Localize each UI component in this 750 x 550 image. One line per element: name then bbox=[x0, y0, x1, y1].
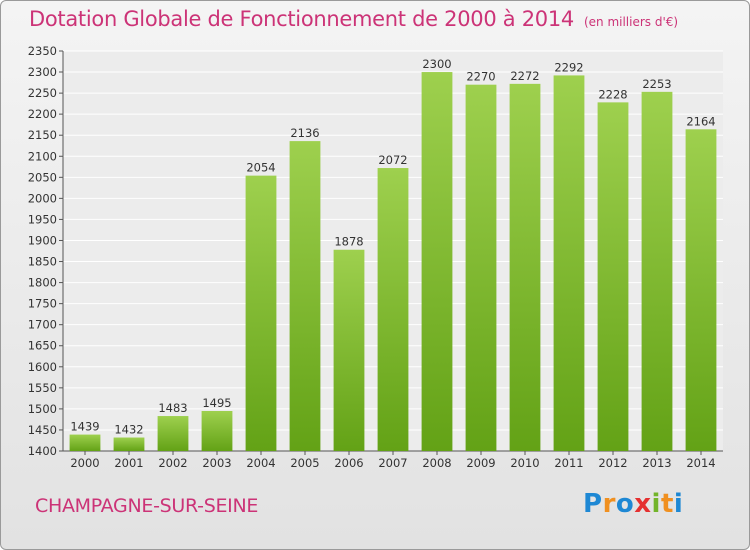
y-tick-label: 2100 bbox=[28, 149, 57, 163]
y-tick-label: 1750 bbox=[28, 297, 57, 311]
y-tick-label: 1800 bbox=[28, 276, 57, 290]
data-label: 2072 bbox=[378, 153, 407, 167]
y-tick-label: 2200 bbox=[28, 107, 57, 121]
y-tick-label: 2000 bbox=[28, 191, 57, 205]
bar-2011 bbox=[553, 75, 585, 451]
x-tick-label: 2011 bbox=[554, 456, 583, 470]
y-tick-label: 2150 bbox=[28, 128, 57, 142]
x-tick-label: 2012 bbox=[598, 456, 627, 470]
bar-2001 bbox=[113, 437, 145, 451]
x-tick-label: 2004 bbox=[246, 456, 275, 470]
x-tick-label: 2014 bbox=[686, 456, 715, 470]
bar-2008 bbox=[421, 72, 453, 451]
x-tick-label: 2005 bbox=[290, 456, 319, 470]
data-label: 1432 bbox=[114, 423, 143, 437]
data-label: 1878 bbox=[334, 235, 363, 249]
x-tick-label: 2000 bbox=[70, 456, 99, 470]
bar-2007 bbox=[377, 168, 409, 452]
y-tick-label: 1550 bbox=[28, 381, 57, 395]
logo-letter: P bbox=[583, 489, 603, 519]
chart-title: Dotation Globale de Fonctionnement de 20… bbox=[29, 7, 678, 31]
y-tick-label: 2250 bbox=[28, 86, 57, 100]
commune-name: CHAMPAGNE-SUR-SEINE bbox=[35, 495, 259, 517]
bar-2004 bbox=[245, 175, 277, 451]
x-tick-label: 2003 bbox=[202, 456, 231, 470]
chart-title-text: Dotation Globale de Fonctionnement de 20… bbox=[29, 7, 574, 31]
x-tick-label: 2001 bbox=[114, 456, 143, 470]
y-tick-label: 1850 bbox=[28, 255, 57, 269]
bar-2012 bbox=[597, 102, 629, 452]
data-label: 2164 bbox=[686, 114, 715, 128]
bar-2002 bbox=[157, 416, 189, 451]
proxiti-logo: Proxiti bbox=[583, 489, 683, 519]
data-label: 2270 bbox=[466, 70, 495, 84]
bar-2010 bbox=[509, 83, 541, 451]
bar-2000 bbox=[69, 434, 101, 451]
data-label: 1439 bbox=[70, 420, 99, 434]
y-tick-label: 1600 bbox=[28, 360, 57, 374]
data-label: 2300 bbox=[422, 57, 451, 71]
logo-letter: o bbox=[615, 489, 635, 519]
y-tick-label: 2300 bbox=[28, 65, 57, 79]
y-tick-label: 1500 bbox=[28, 402, 57, 416]
data-label: 1495 bbox=[202, 396, 231, 410]
y-tick-label: 1400 bbox=[28, 444, 57, 458]
x-tick-label: 2007 bbox=[378, 456, 407, 470]
logo-letter: t bbox=[660, 489, 674, 519]
y-tick-label: 1700 bbox=[28, 318, 57, 332]
logo-letter: i bbox=[651, 489, 661, 519]
x-tick-label: 2010 bbox=[510, 456, 539, 470]
bar-2013 bbox=[641, 91, 673, 451]
bar-2006 bbox=[333, 249, 365, 451]
data-label: 1483 bbox=[158, 401, 187, 415]
bar-2009 bbox=[465, 84, 497, 452]
x-tick-label: 2002 bbox=[158, 456, 187, 470]
bar-2005 bbox=[289, 141, 321, 451]
data-label: 2054 bbox=[246, 161, 275, 175]
data-label: 2272 bbox=[510, 69, 539, 83]
logo-letter: r bbox=[602, 489, 616, 519]
y-tick-label: 1450 bbox=[28, 423, 57, 437]
data-label: 2292 bbox=[554, 60, 583, 74]
data-label: 2136 bbox=[290, 126, 319, 140]
data-label: 2228 bbox=[598, 87, 627, 101]
logo-letter: i bbox=[673, 489, 684, 519]
logo-letter: x bbox=[634, 489, 652, 519]
unit-note: (en milliers d'€) bbox=[583, 15, 679, 29]
bar-2014 bbox=[685, 129, 717, 451]
x-tick-label: 2006 bbox=[334, 456, 363, 470]
x-tick-label: 2008 bbox=[422, 456, 451, 470]
x-tick-label: 2013 bbox=[642, 456, 671, 470]
bar-2003 bbox=[201, 411, 233, 451]
x-tick-label: 2009 bbox=[466, 456, 495, 470]
y-tick-label: 1900 bbox=[28, 233, 57, 247]
y-tick-label: 2050 bbox=[28, 170, 57, 184]
y-tick-label: 2350 bbox=[28, 44, 57, 58]
data-label: 2253 bbox=[642, 77, 671, 91]
y-tick-label: 1950 bbox=[28, 212, 57, 226]
y-tick-label: 1650 bbox=[28, 339, 57, 353]
